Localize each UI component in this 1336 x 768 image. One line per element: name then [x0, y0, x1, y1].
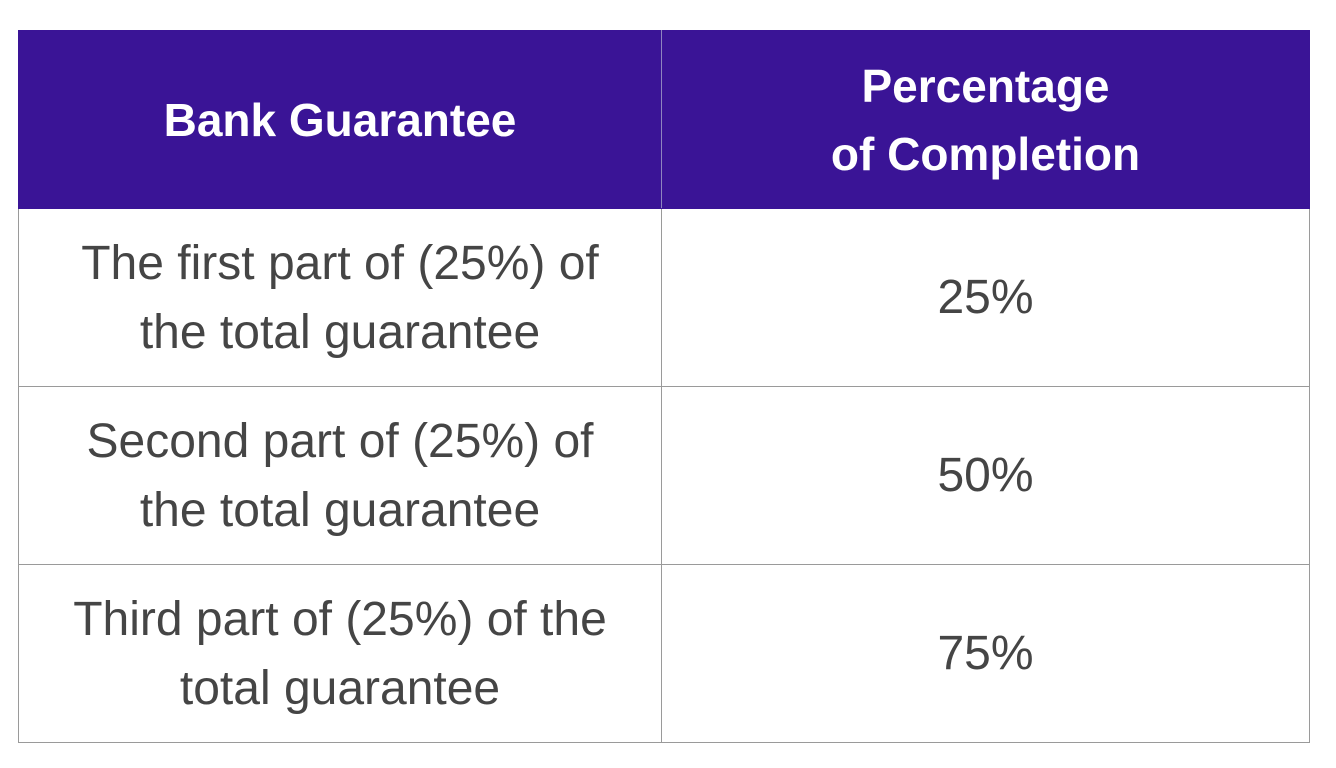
table-row: The first part of (25%) of the total guar… — [18, 208, 1310, 387]
guarantee-cell: Third part of (25%) of the total guarante… — [18, 564, 662, 743]
completion-cell: 25% — [661, 208, 1310, 387]
completion-cell: 50% — [661, 386, 1310, 565]
guarantee-cell: Second part of (25%) of the total guarant… — [18, 386, 662, 565]
guarantee-table: Bank Guarantee Percentage of Completion T… — [18, 30, 1310, 743]
table-row: Third part of (25%) of the total guarante… — [18, 564, 1310, 743]
cell-text: the total guarantee — [139, 305, 541, 359]
guarantee-cell: The first part of (25%) of the total guar… — [18, 208, 662, 387]
cell-text: 25% — [937, 271, 1034, 324]
header-cell: Percentage of Completion — [661, 30, 1310, 209]
cell-text: 75% — [937, 627, 1034, 680]
table-header: Bank Guarantee Percentage of Completion — [18, 30, 1310, 209]
cell-text: Second part of (25%) of — [86, 414, 594, 468]
header-cell: Bank Guarantee — [18, 30, 662, 209]
header-row: Bank Guarantee Percentage of Completion — [18, 30, 1310, 209]
header-text: Percentage — [861, 59, 1110, 112]
table-row: Second part of (25%) of the total guarant… — [18, 386, 1310, 565]
cell-text: Third part of (25%) of the — [73, 592, 607, 646]
completion-cell: 75% — [661, 564, 1310, 743]
cell-text: The first part of (25%) of — [81, 236, 599, 290]
table-body: The first part of (25%) of the total guar… — [18, 208, 1310, 743]
header-text: of Completion — [830, 127, 1141, 180]
cell-text: 50% — [937, 449, 1034, 502]
cell-text: total guarantee — [179, 661, 501, 715]
cell-text: the total guarantee — [139, 483, 541, 537]
header-text: Bank Guarantee — [163, 93, 517, 146]
